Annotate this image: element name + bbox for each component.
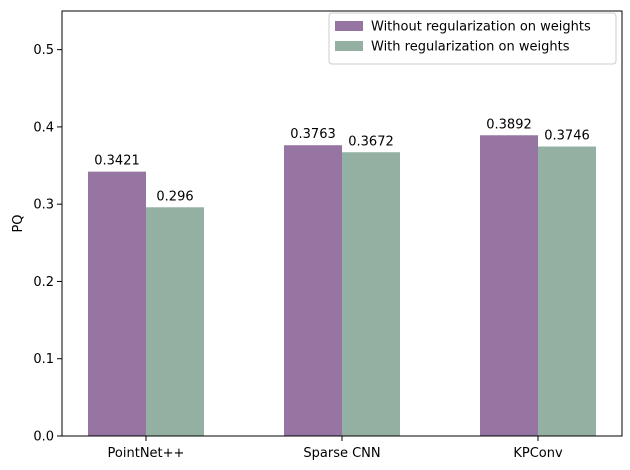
bar-value-label: 0.3746 (544, 129, 590, 144)
bar-value-label: 0.3892 (486, 117, 532, 132)
legend-swatch (335, 21, 363, 31)
y-tick-label: 0.0 (33, 430, 54, 445)
x-tick-label: PointNet++ (108, 446, 185, 461)
plot-area-frame (61, 10, 623, 437)
legend-box (328, 12, 617, 65)
bar-without-reg (480, 135, 538, 436)
bar-with-reg (538, 146, 596, 436)
bar-with-reg (146, 207, 204, 436)
data-labels: 0.3421 0.296 0.3763 0.3672 0.3892 0.3746 (94, 117, 590, 204)
bar-value-label: 0.296 (156, 189, 193, 204)
x-tick-label: KPConv (513, 446, 563, 461)
bar-without-reg (88, 171, 146, 436)
bar-value-label: 0.3672 (348, 134, 394, 149)
x-axis: PointNet++ Sparse CNN KPConv (108, 436, 563, 461)
legend-entry-label: With regularization on weights (371, 40, 570, 55)
y-tick-label: 0.2 (33, 275, 54, 290)
y-tick-label: 0.3 (33, 198, 54, 213)
bar-value-label: 0.3421 (94, 154, 140, 169)
bars (88, 135, 596, 437)
y-tick-label: 0.1 (33, 352, 54, 367)
legend-swatch (335, 41, 363, 51)
y-tick-label: 0.4 (33, 120, 54, 135)
x-tick-label: Sparse CNN (303, 446, 380, 461)
legend: Without regularization on weights With re… (328, 12, 617, 65)
bar-without-reg (284, 145, 342, 437)
bar-value-label: 0.3763 (290, 127, 336, 142)
bar-with-reg (342, 152, 400, 436)
legend-entry-label: Without regularization on weights (371, 20, 591, 35)
y-axis-label: PQ (11, 214, 26, 232)
y-tick-label: 0.5 (33, 43, 54, 58)
y-axis: 0.0 0.1 0.2 0.3 0.4 0.5 (33, 43, 62, 445)
